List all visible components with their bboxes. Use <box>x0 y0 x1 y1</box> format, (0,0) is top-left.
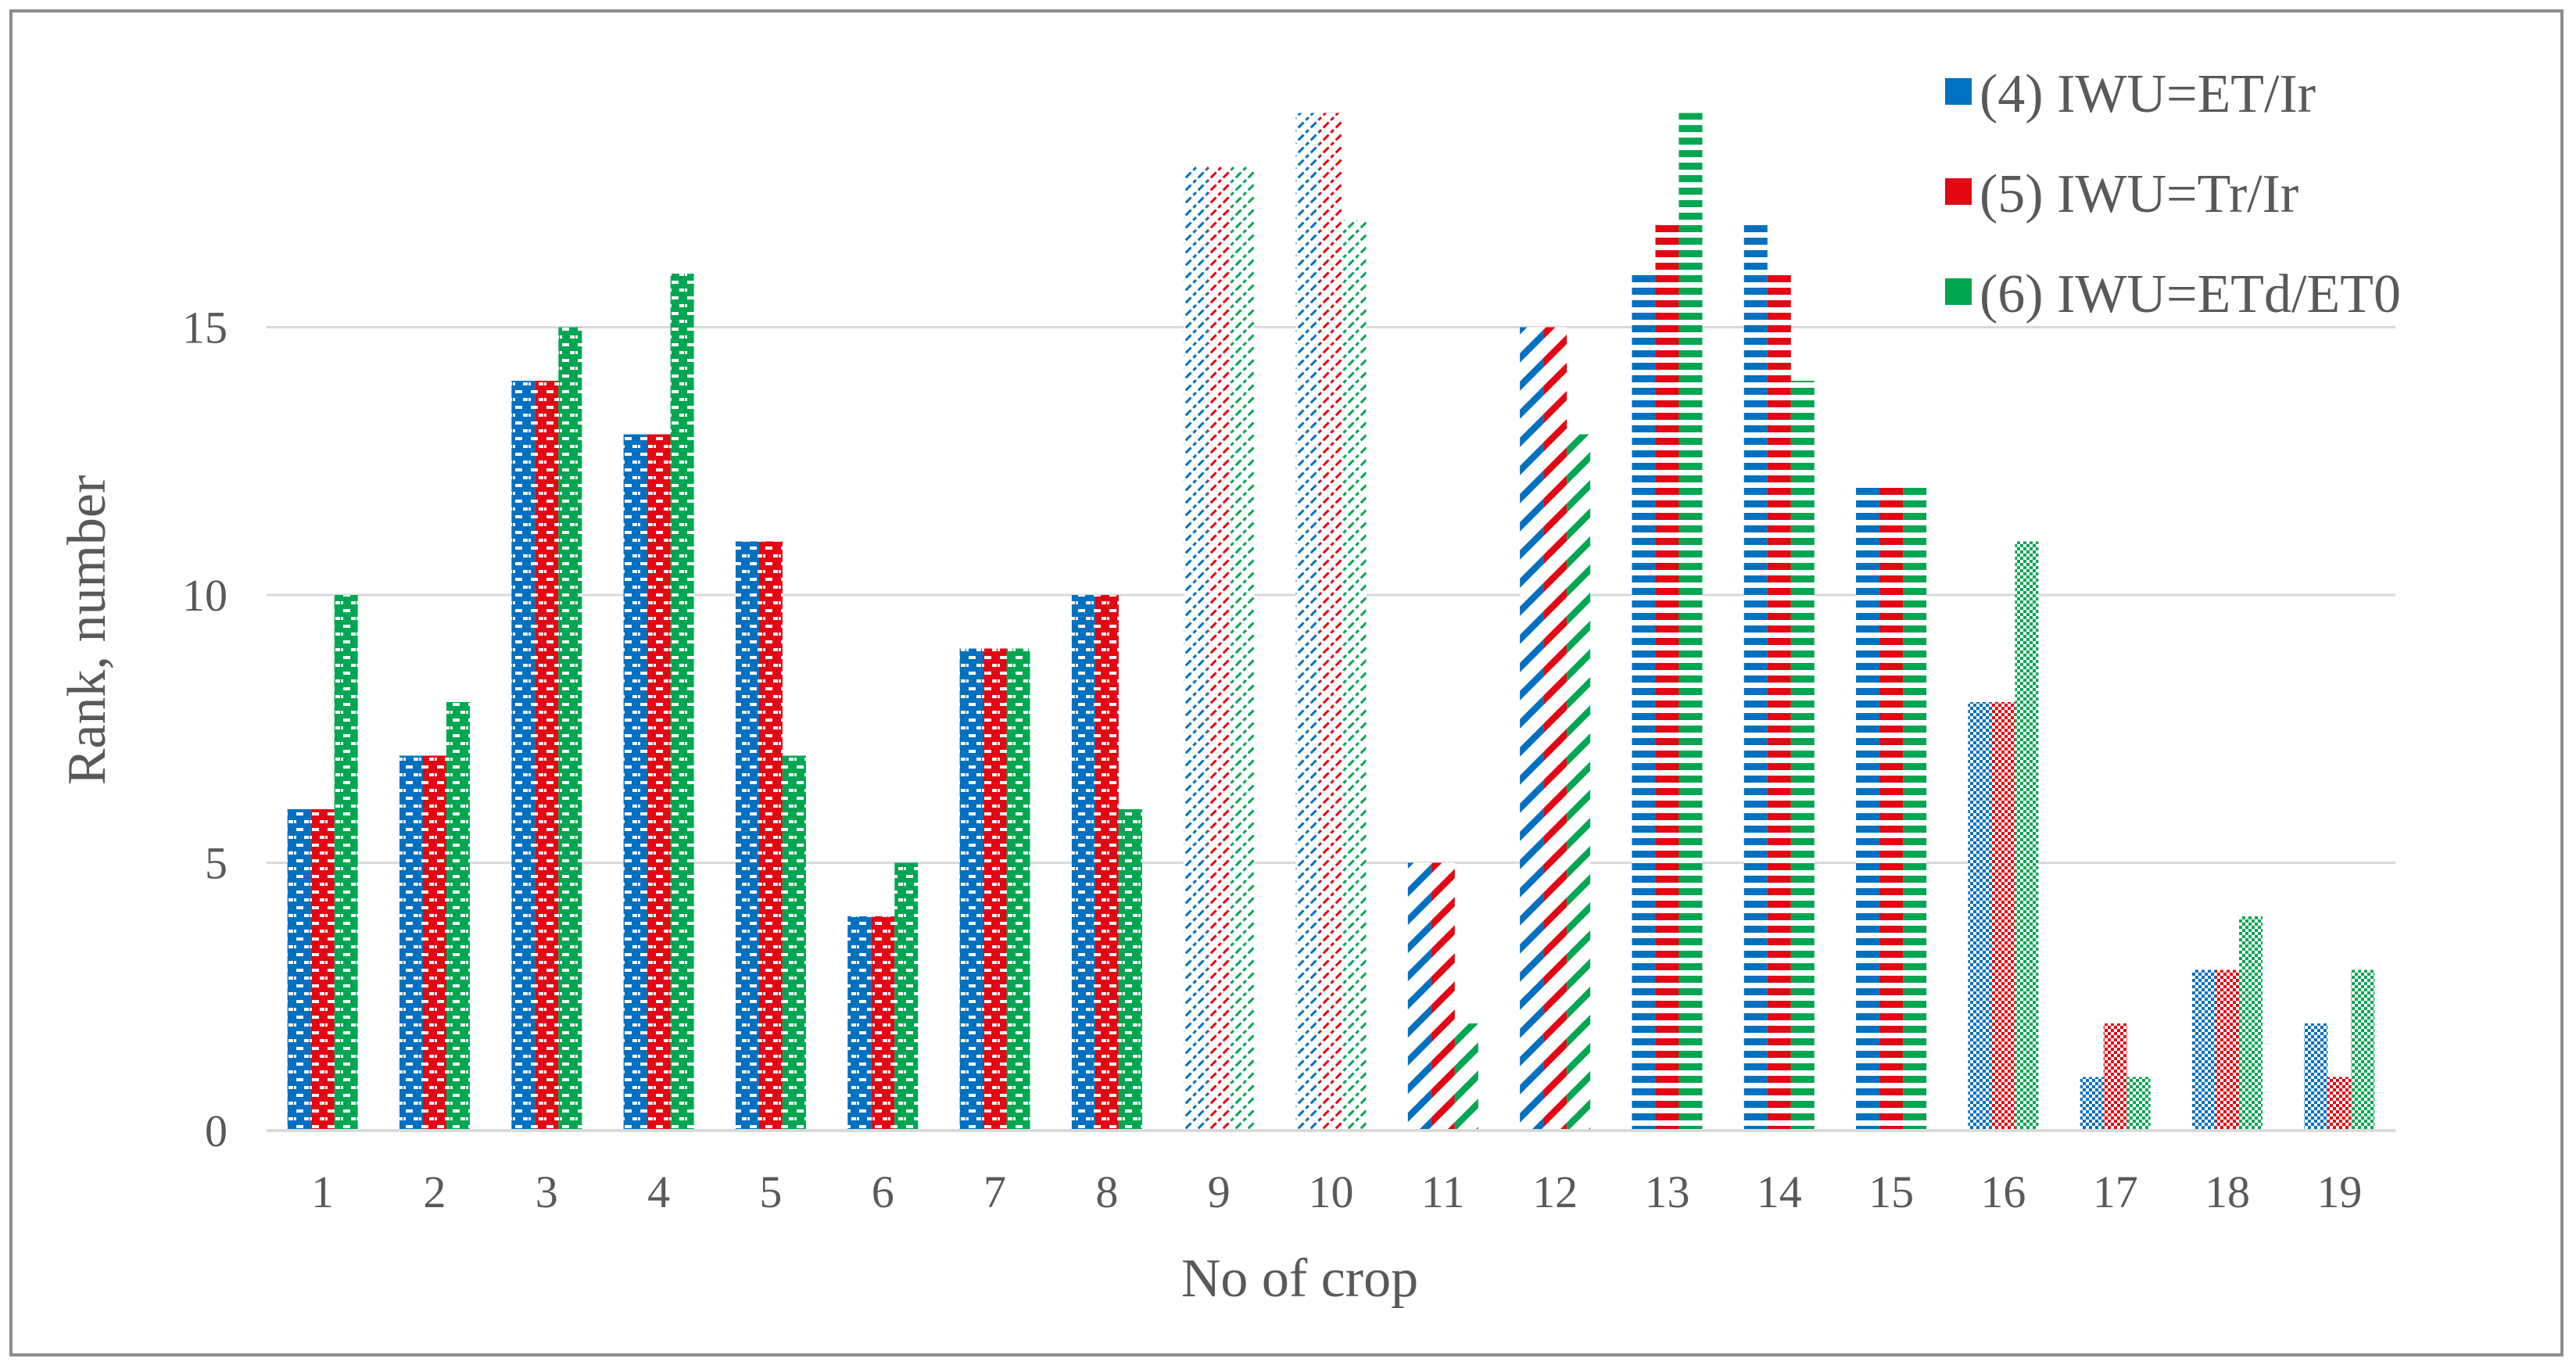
x-tick-label: 17 <box>2093 1167 2138 1217</box>
x-tick-label: 3 <box>536 1167 558 1217</box>
bar <box>1879 488 1904 1131</box>
x-axis-title: No of crop <box>1181 1249 1418 1309</box>
bar <box>1207 167 1231 1131</box>
bar <box>1520 327 1544 1131</box>
y-tick-label: 5 <box>205 838 228 889</box>
bar <box>422 755 446 1131</box>
x-tick-label: 11 <box>1421 1167 1465 1217</box>
bar <box>1632 274 1656 1131</box>
legend-swatch <box>1945 178 1972 205</box>
bar <box>782 755 806 1131</box>
y-tick-label: 10 <box>182 570 228 621</box>
bar <box>2126 1077 2151 1131</box>
bar <box>287 809 311 1131</box>
bar <box>1903 488 1927 1131</box>
bar <box>2015 541 2039 1131</box>
bar <box>511 381 536 1131</box>
x-tick-label: 9 <box>1208 1167 1231 1217</box>
bar <box>2192 969 2216 1131</box>
x-tick-label: 8 <box>1095 1167 1118 1217</box>
bar <box>1655 220 1679 1131</box>
legend-label: (6) IWU=ETd/ET0 <box>1979 264 2401 324</box>
x-tick-label: 12 <box>1532 1167 1578 1217</box>
bar <box>1454 1023 1478 1131</box>
bar <box>983 648 1007 1131</box>
x-tick-label: 15 <box>1868 1167 1914 1217</box>
bar <box>894 862 919 1131</box>
bars <box>287 113 2375 1131</box>
legend: (4) IWU=ET/Ir (5) IWU=Tr/Ir (6) IWU=ETd/ET… <box>1945 64 2401 324</box>
bar <box>1184 167 1208 1131</box>
x-tick-label: 18 <box>2205 1167 2250 1217</box>
y-axis-title: Rank, number <box>57 475 117 786</box>
y-tick-label: 0 <box>205 1106 228 1156</box>
x-tick-label: 10 <box>1309 1167 1354 1217</box>
bar <box>1407 862 1431 1131</box>
x-tick-label: 2 <box>423 1167 446 1217</box>
bar <box>1567 434 1591 1131</box>
bar <box>334 595 358 1131</box>
bar <box>446 702 470 1131</box>
bar <box>1342 220 1367 1131</box>
legend-swatch <box>1945 278 1972 305</box>
bar <box>1095 595 1119 1131</box>
bar <box>670 274 694 1131</box>
bar <box>1118 809 1142 1131</box>
bar <box>1968 702 1992 1131</box>
x-tick-label: 16 <box>1980 1167 2026 1217</box>
x-tick-label: 5 <box>759 1167 782 1217</box>
bar <box>1856 488 1880 1131</box>
bar <box>1231 167 1255 1131</box>
bar <box>2239 916 2263 1131</box>
x-tick-label: 1 <box>311 1167 334 1217</box>
bar <box>758 541 783 1131</box>
bar <box>399 755 423 1131</box>
bar <box>623 434 647 1131</box>
bar <box>1071 595 1095 1131</box>
bar <box>2351 969 2375 1131</box>
bar <box>558 327 582 1131</box>
bar <box>2216 969 2240 1131</box>
legend-label: (4) IWU=ET/Ir <box>1979 64 2316 124</box>
bar <box>2304 1023 2328 1131</box>
bar <box>1767 274 1791 1131</box>
x-tick-label: 4 <box>647 1167 670 1217</box>
bar <box>2080 1077 2104 1131</box>
bar <box>1790 381 1815 1131</box>
legend-swatch <box>1945 78 1972 105</box>
bar <box>1006 648 1030 1131</box>
bar <box>1543 327 1567 1131</box>
bar <box>847 916 872 1131</box>
y-tick-label: 15 <box>182 303 228 353</box>
bar <box>959 648 983 1131</box>
bar <box>1431 862 1455 1131</box>
legend-label: (5) IWU=Tr/Ir <box>1979 164 2298 224</box>
bar <box>1743 220 1768 1131</box>
x-tick-label: 14 <box>1757 1167 1802 1217</box>
chart-frame: 0 5 10 15 1 2 3 4 5 6 7 8 9 10 11 12 13 14 15 16 17 18 19 No of… <box>9 9 2563 1356</box>
bar <box>735 541 759 1131</box>
bar <box>1295 113 1320 1131</box>
x-tick-label: 13 <box>1644 1167 1689 1217</box>
bar <box>1991 702 2015 1131</box>
bar <box>1319 113 1343 1131</box>
bar <box>310 809 335 1131</box>
x-tick-label: 7 <box>983 1167 1006 1217</box>
bar <box>647 434 671 1131</box>
bar <box>871 916 895 1131</box>
x-tick-label: 6 <box>872 1167 894 1217</box>
bar <box>1679 113 1703 1131</box>
bar <box>535 381 559 1131</box>
bar <box>2103 1023 2127 1131</box>
bar <box>2327 1077 2352 1131</box>
x-tick-label: 19 <box>2316 1167 2362 1217</box>
